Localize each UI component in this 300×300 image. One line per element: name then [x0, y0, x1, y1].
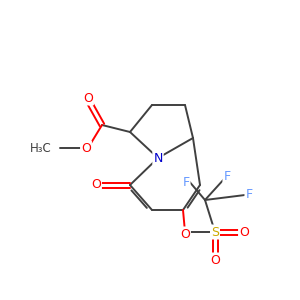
Text: O: O — [180, 227, 190, 241]
Text: S: S — [211, 226, 219, 238]
Text: F: F — [224, 169, 231, 182]
Text: F: F — [245, 188, 253, 202]
Text: O: O — [91, 178, 101, 191]
Text: O: O — [83, 92, 93, 104]
Text: O: O — [239, 226, 249, 238]
Text: O: O — [210, 254, 220, 266]
Text: F: F — [182, 176, 190, 188]
Text: O: O — [81, 142, 91, 154]
Text: H₃C: H₃C — [30, 142, 52, 154]
Text: N: N — [153, 152, 163, 164]
